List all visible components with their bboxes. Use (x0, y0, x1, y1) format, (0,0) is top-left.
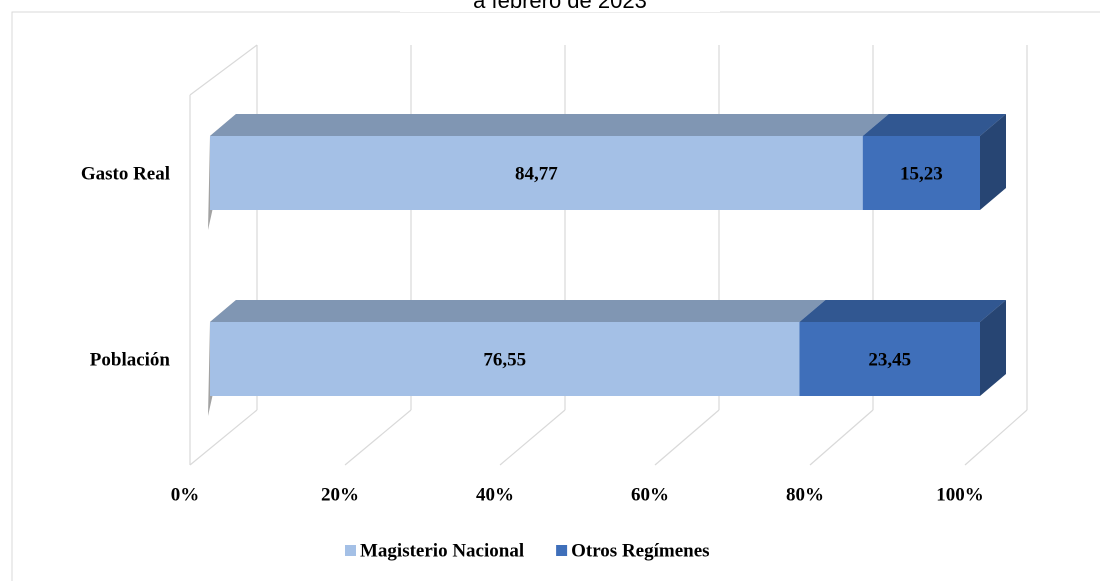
floor-grid-line (344, 409, 412, 466)
bar-top (210, 114, 889, 136)
floor-grid-line (654, 409, 720, 466)
x-tick-label: 80% (786, 484, 824, 505)
legend-swatch (556, 545, 568, 556)
floor-grid-line (499, 409, 566, 466)
legend-label: Otros Regímenes (571, 540, 709, 561)
data-label: 76,55 (483, 349, 526, 370)
data-label: 23,45 (868, 349, 911, 370)
floor-grid-line (964, 409, 1028, 466)
x-tick-label: 0% (171, 484, 200, 505)
x-tick-label: 20% (321, 484, 359, 505)
bar (210, 322, 800, 396)
title-bg (400, 0, 720, 12)
bar-side (980, 114, 1006, 210)
bar (799, 322, 980, 396)
y-tick-label: Población (90, 349, 171, 370)
y-tick-label: Gasto Real (81, 163, 170, 184)
wall-edge (189, 44, 258, 96)
bar-top (862, 114, 1006, 136)
bar (862, 136, 980, 210)
x-tick-label: 100% (936, 484, 984, 505)
bar-top (799, 300, 1006, 322)
floor-grid-line (809, 409, 874, 466)
data-label: 15,23 (900, 163, 943, 184)
chart-title: a febrero de 2023 (473, 0, 647, 13)
data-label: 84,77 (515, 163, 558, 184)
bar (210, 136, 863, 210)
legend-label: Magisterio Nacional (360, 540, 524, 561)
bar-top (210, 300, 826, 322)
x-tick-label: 40% (476, 484, 514, 505)
x-tick-label: 60% (631, 484, 669, 505)
bar-side (980, 300, 1006, 396)
legend-swatch (345, 545, 356, 556)
floor-grid-line (189, 409, 258, 466)
